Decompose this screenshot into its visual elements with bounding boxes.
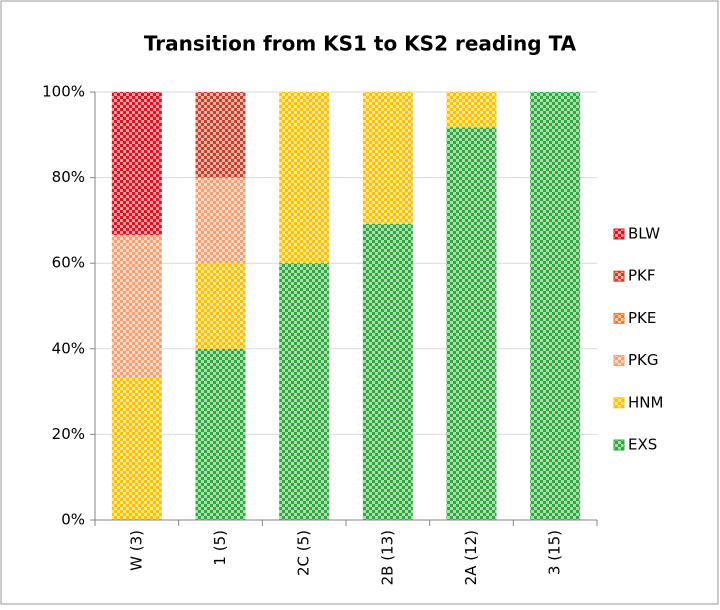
y-tick-label: 100% bbox=[42, 83, 85, 101]
legend-label: PKE bbox=[628, 309, 656, 327]
legend-swatch bbox=[613, 270, 625, 282]
bar-segment bbox=[111, 92, 162, 235]
x-tick-label: W (3) bbox=[127, 530, 145, 571]
x-tick-label: 2C (5) bbox=[295, 530, 313, 576]
x-tick-label: 1 (5) bbox=[211, 530, 229, 566]
bar-segment bbox=[111, 377, 162, 520]
bar-segment bbox=[195, 263, 246, 349]
bar-segment bbox=[195, 348, 246, 520]
bar-segment bbox=[279, 263, 330, 520]
y-tick-label: 60% bbox=[52, 254, 85, 272]
x-tick-label: 3 (15) bbox=[546, 530, 564, 575]
y-tick-label: 40% bbox=[52, 339, 85, 357]
legend-swatch bbox=[613, 228, 625, 240]
legend-label: PKG bbox=[628, 351, 659, 369]
legend-swatch bbox=[613, 355, 625, 367]
legend-swatch bbox=[613, 312, 625, 324]
legend-label: HNM bbox=[628, 393, 663, 411]
y-tick-label: 80% bbox=[52, 168, 85, 186]
legend-swatch bbox=[613, 397, 625, 409]
y-tick-label: 20% bbox=[52, 425, 85, 443]
chart-title: Transition from KS1 to KS2 reading TA bbox=[144, 32, 577, 56]
bar-segment bbox=[362, 92, 413, 224]
legend-label: EXS bbox=[628, 436, 657, 454]
bar-segment bbox=[111, 234, 162, 378]
y-tick-label: 0% bbox=[61, 511, 85, 529]
legend-swatch bbox=[613, 439, 625, 451]
bar-segment bbox=[362, 223, 413, 520]
bar-segment bbox=[530, 92, 581, 520]
x-tick-label: 2A (12) bbox=[462, 530, 480, 585]
bar-segment bbox=[446, 127, 497, 521]
legend-label: BLW bbox=[628, 225, 660, 243]
bar-segment bbox=[195, 92, 246, 178]
x-tick-label: 2B (13) bbox=[378, 530, 396, 585]
bar-segment bbox=[446, 92, 497, 128]
bar-segment bbox=[195, 177, 246, 264]
bar-segment bbox=[279, 92, 330, 264]
legend-label: PKF bbox=[628, 267, 656, 285]
